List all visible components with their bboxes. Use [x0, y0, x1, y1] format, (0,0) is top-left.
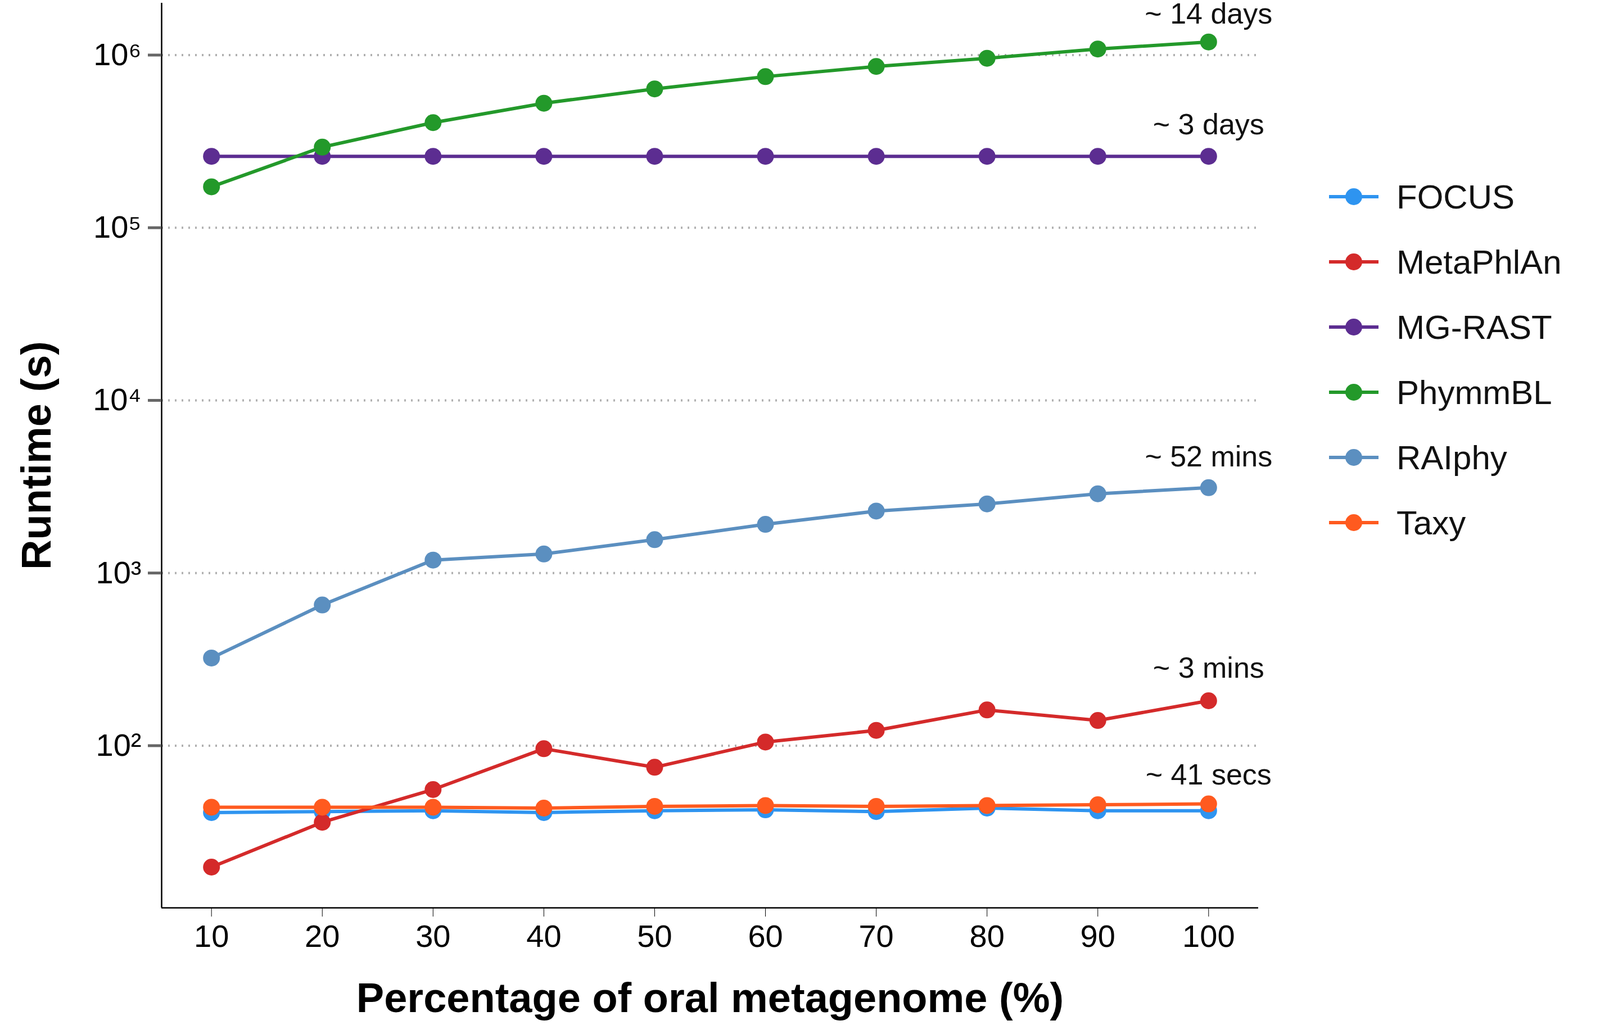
svg-text:Percentage of oral metagenome: Percentage of oral metagenome (%) — [356, 974, 1064, 1022]
svg-text:Runtime (s): Runtime (s) — [12, 341, 60, 571]
svg-text:10²: 10² — [96, 727, 142, 763]
svg-text:90: 90 — [1080, 918, 1116, 955]
svg-text:10⁶: 10⁶ — [93, 36, 142, 72]
svg-text:~ 52 mins: ~ 52 mins — [1144, 440, 1273, 473]
svg-text:10³: 10³ — [96, 554, 142, 591]
svg-text:10: 10 — [193, 918, 229, 955]
svg-text:30: 30 — [415, 918, 451, 955]
html-text:RAIphy: RAIphy — [1396, 438, 1508, 477]
svg-text:100: 100 — [1182, 918, 1235, 955]
svg-text:40: 40 — [526, 918, 562, 955]
svg-text:60: 60 — [747, 918, 783, 955]
svg-text:~ 14 days: ~ 14 days — [1144, 0, 1273, 30]
svg-text:~ 3 days: ~ 3 days — [1153, 107, 1265, 141]
html-text:MG-RAST: MG-RAST — [1396, 308, 1553, 347]
svg-text:70: 70 — [858, 918, 894, 955]
svg-text:~ 41 secs: ~ 41 secs — [1145, 758, 1272, 792]
svg-text:20: 20 — [304, 918, 340, 955]
html-text:FOCUS: FOCUS — [1396, 177, 1515, 216]
svg-text:~ 3 mins: ~ 3 mins — [1153, 651, 1265, 685]
svg-text:50: 50 — [636, 918, 672, 955]
html-text:Taxy: Taxy — [1396, 504, 1466, 542]
svg-text:10⁵: 10⁵ — [93, 209, 142, 245]
html-text:MetaPhlAn: MetaPhlAn — [1396, 243, 1562, 281]
html-text:PhymmBL: PhymmBL — [1396, 373, 1553, 412]
svg-text:10⁴: 10⁴ — [92, 381, 142, 418]
svg-text:80: 80 — [969, 918, 1005, 955]
